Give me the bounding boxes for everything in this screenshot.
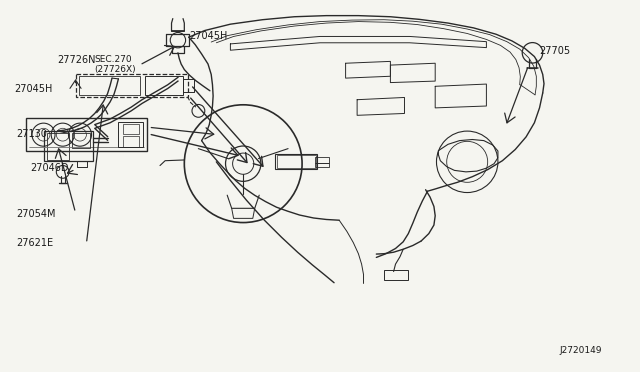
Bar bbox=[44, 131, 93, 161]
Bar bbox=[26, 118, 147, 151]
Text: SEC.270
(27726X): SEC.270 (27726X) bbox=[95, 55, 136, 74]
Text: 27046D: 27046D bbox=[31, 163, 69, 173]
Text: 27054M: 27054M bbox=[16, 209, 56, 219]
Bar bbox=[384, 270, 408, 280]
Text: 27726N: 27726N bbox=[58, 55, 96, 65]
Text: 27045H: 27045H bbox=[189, 31, 227, 41]
Text: 27621E: 27621E bbox=[16, 238, 53, 248]
Bar bbox=[275, 154, 317, 169]
Text: J2720149: J2720149 bbox=[559, 346, 602, 355]
Bar bbox=[277, 155, 316, 168]
Bar bbox=[76, 74, 188, 97]
Bar bbox=[145, 76, 183, 95]
Text: 27705: 27705 bbox=[539, 46, 570, 57]
Bar bbox=[315, 157, 329, 163]
Bar bbox=[315, 163, 329, 167]
Bar bbox=[47, 133, 69, 160]
Text: 27130: 27130 bbox=[16, 129, 47, 140]
Text: 27045H: 27045H bbox=[14, 84, 52, 94]
Bar bbox=[123, 124, 139, 134]
Bar bbox=[118, 122, 143, 147]
Bar bbox=[123, 136, 139, 147]
Bar bbox=[72, 133, 90, 148]
Bar bbox=[79, 76, 140, 95]
